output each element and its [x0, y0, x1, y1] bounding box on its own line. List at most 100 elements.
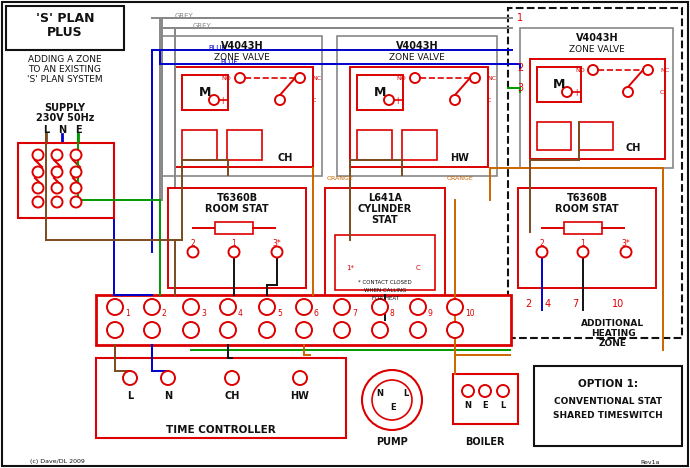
Text: HW: HW [290, 391, 309, 401]
Circle shape [296, 322, 312, 338]
Circle shape [372, 299, 388, 315]
Text: 1: 1 [580, 239, 585, 248]
Text: NC: NC [660, 67, 669, 73]
Text: V4043H: V4043H [395, 41, 438, 51]
Text: M: M [199, 87, 211, 100]
Text: NO: NO [575, 67, 585, 73]
Circle shape [578, 247, 589, 257]
Text: 2: 2 [162, 309, 167, 319]
Circle shape [410, 73, 420, 83]
Text: 7: 7 [352, 309, 357, 319]
Circle shape [52, 149, 63, 161]
Circle shape [220, 299, 236, 315]
Circle shape [537, 247, 547, 257]
Bar [537, 67, 581, 102]
Text: 10: 10 [612, 299, 624, 309]
Circle shape [228, 247, 239, 257]
Text: T6360B: T6360B [217, 193, 257, 203]
Circle shape [107, 322, 123, 338]
Text: 230V 50Hz: 230V 50Hz [36, 113, 95, 123]
Text: ZONE VALVE: ZONE VALVE [389, 52, 445, 61]
Circle shape [259, 299, 275, 315]
Circle shape [32, 183, 43, 193]
Text: OPTION 1:: OPTION 1: [578, 379, 638, 389]
Text: PUMP: PUMP [376, 437, 408, 447]
Text: NO: NO [221, 75, 231, 80]
Bar [537, 122, 571, 150]
Circle shape [225, 371, 239, 385]
Text: 3*: 3* [273, 239, 282, 248]
Bar [215, 222, 253, 234]
Text: ROOM STAT: ROOM STAT [205, 204, 269, 214]
Circle shape [296, 299, 312, 315]
Text: BLUE: BLUE [208, 45, 226, 51]
Text: SHARED TIMESWITCH: SHARED TIMESWITCH [553, 410, 663, 419]
Circle shape [235, 73, 245, 83]
Bar [6, 6, 124, 50]
Bar [168, 188, 306, 288]
Circle shape [209, 95, 219, 105]
Text: 1: 1 [125, 309, 130, 319]
Text: 1: 1 [232, 239, 237, 248]
Text: 3*: 3* [622, 239, 631, 248]
Text: WHEN CALLING: WHEN CALLING [364, 287, 406, 292]
Text: ZONE VALVE: ZONE VALVE [214, 52, 270, 61]
Text: L641A: L641A [368, 193, 402, 203]
Bar [530, 59, 665, 159]
Text: CH: CH [277, 153, 293, 163]
Circle shape [334, 322, 350, 338]
Text: 1: 1 [517, 13, 523, 23]
Circle shape [450, 95, 460, 105]
Circle shape [32, 197, 43, 207]
Circle shape [70, 197, 81, 207]
Circle shape [52, 197, 63, 207]
Bar [325, 188, 445, 318]
Text: PLUS: PLUS [47, 25, 83, 38]
Bar [335, 235, 435, 290]
Text: STAT: STAT [372, 215, 398, 225]
Text: BLUE: BLUE [220, 59, 238, 65]
Text: 2: 2 [525, 299, 531, 309]
Text: |: | [575, 88, 578, 95]
Text: L: L [43, 125, 49, 135]
Text: NC: NC [312, 75, 321, 80]
Text: 3: 3 [517, 83, 523, 93]
Text: L: L [404, 389, 408, 398]
Text: E: E [390, 403, 396, 412]
Circle shape [470, 73, 480, 83]
Circle shape [295, 73, 305, 83]
Circle shape [623, 87, 633, 97]
Text: TO AN EXISTING: TO AN EXISTING [28, 66, 101, 74]
Circle shape [372, 322, 388, 338]
Circle shape [643, 65, 653, 75]
Circle shape [620, 247, 631, 257]
Text: NO: NO [396, 75, 406, 80]
Text: BOILER: BOILER [465, 437, 505, 447]
Text: 2: 2 [540, 239, 544, 248]
Text: 6: 6 [314, 309, 319, 319]
Circle shape [161, 371, 175, 385]
Circle shape [52, 167, 63, 177]
Text: 'S' PLAN SYSTEM: 'S' PLAN SYSTEM [27, 75, 103, 85]
Circle shape [447, 322, 463, 338]
Text: 7: 7 [572, 299, 578, 309]
Text: ORANGE: ORANGE [446, 176, 473, 181]
Circle shape [259, 322, 275, 338]
Text: E: E [482, 402, 488, 410]
Circle shape [32, 149, 43, 161]
Circle shape [271, 247, 282, 257]
Bar [96, 358, 346, 438]
Text: CH: CH [625, 143, 641, 153]
Text: ZONE: ZONE [599, 339, 627, 349]
Bar [182, 130, 217, 160]
Text: TIME CONTROLLER: TIME CONTROLLER [166, 425, 276, 435]
Circle shape [183, 299, 199, 315]
Text: HW: HW [451, 153, 469, 163]
Text: HEATING: HEATING [591, 329, 635, 338]
Text: 4: 4 [238, 309, 243, 319]
Circle shape [462, 385, 474, 397]
Text: N: N [164, 391, 172, 401]
Text: L: L [500, 402, 506, 410]
Circle shape [188, 247, 199, 257]
Text: SUPPLY: SUPPLY [44, 103, 86, 113]
